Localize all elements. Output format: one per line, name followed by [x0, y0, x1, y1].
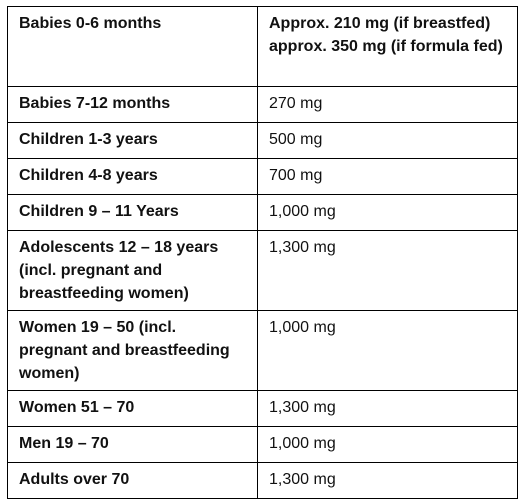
table-row: Babies 7-12 months 270 mg	[7, 86, 518, 123]
group-cell: Children 1-3 years	[7, 122, 258, 159]
table-row: Women 51 – 70 1,300 mg	[7, 390, 518, 427]
group-cell: Women 19 – 50 (incl. pregnant and breast…	[7, 310, 258, 391]
group-cell: Adults over 70	[7, 462, 258, 499]
amount-cell: 500 mg	[257, 122, 518, 159]
amount-cell: Approx. 210 mg (if breastfed) approx. 35…	[257, 6, 518, 87]
group-cell: Babies 7-12 months	[7, 86, 258, 123]
group-cell: Children 9 – 11 Years	[7, 194, 258, 231]
amount-cell: 1,300 mg	[257, 390, 518, 427]
table-row: Women 19 – 50 (incl. pregnant and breast…	[7, 310, 518, 391]
table-row: Children 4-8 years 700 mg	[7, 158, 518, 195]
amount-cell: 1,300 mg	[257, 462, 518, 499]
group-cell: Men 19 – 70	[7, 426, 258, 463]
table-row: Men 19 – 70 1,000 mg	[7, 426, 518, 463]
group-cell: Children 4-8 years	[7, 158, 258, 195]
table-row: Children 9 – 11 Years 1,000 mg	[7, 194, 518, 231]
amount-cell: 270 mg	[257, 86, 518, 123]
table-row: Adolescents 12 – 18 years (incl. pregnan…	[7, 230, 518, 311]
amount-cell: 1,000 mg	[257, 310, 518, 391]
group-cell: Babies 0-6 months	[7, 6, 258, 87]
table-row: Babies 0-6 months Approx. 210 mg (if bre…	[7, 6, 518, 87]
calcium-intake-table: Babies 0-6 months Approx. 210 mg (if bre…	[7, 6, 518, 499]
amount-cell: 1,300 mg	[257, 230, 518, 311]
group-cell: Women 51 – 70	[7, 390, 258, 427]
group-cell: Adolescents 12 – 18 years (incl. pregnan…	[7, 230, 258, 311]
table-row: Adults over 70 1,300 mg	[7, 462, 518, 499]
amount-cell: 700 mg	[257, 158, 518, 195]
table-row: Children 1-3 years 500 mg	[7, 122, 518, 159]
amount-cell: 1,000 mg	[257, 194, 518, 231]
amount-cell: 1,000 mg	[257, 426, 518, 463]
